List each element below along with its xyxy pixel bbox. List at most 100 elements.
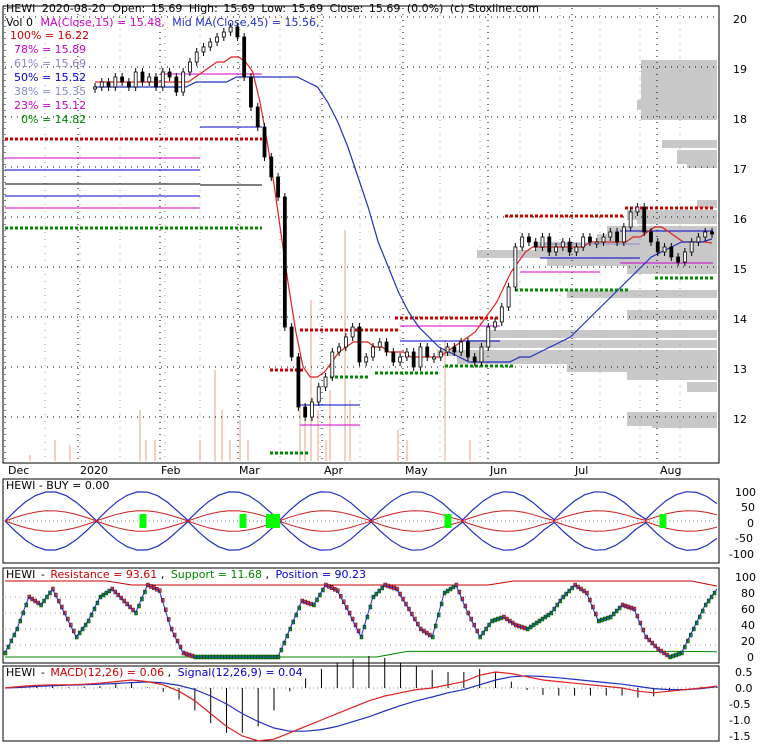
candle-body bbox=[459, 341, 464, 353]
price-tick: 20 bbox=[733, 13, 747, 26]
rsp-support: Support = 11.68 bbox=[171, 568, 262, 581]
credit: (c) Stoxline.com bbox=[450, 2, 539, 15]
candle-body bbox=[574, 246, 579, 253]
candle-body bbox=[127, 81, 131, 88]
candle-body bbox=[289, 326, 294, 358]
rsp-tick: 60 bbox=[741, 603, 755, 616]
candle-body bbox=[167, 71, 172, 78]
close-value: 15.69 bbox=[369, 2, 401, 15]
candle-body bbox=[479, 346, 484, 363]
fib-50: 50% = 15.52 bbox=[14, 71, 86, 84]
macd-axis: 0.5 0.0 -0.5 -1.0 -1.5 bbox=[729, 666, 753, 743]
rsp-tick: 20 bbox=[741, 635, 755, 648]
candle-body bbox=[255, 106, 260, 128]
buy-upper-inner bbox=[4, 510, 718, 522]
candle-body bbox=[418, 346, 423, 368]
candle-body bbox=[276, 176, 280, 198]
candle-body bbox=[527, 236, 531, 243]
candle-body bbox=[615, 231, 619, 243]
month-tick: 2020 bbox=[80, 464, 108, 477]
candle-body bbox=[411, 351, 416, 368]
rsp-tick: 100 bbox=[735, 571, 756, 584]
ma15-label: MA(Close,15) = 15.48, bbox=[40, 16, 164, 29]
candle-body bbox=[282, 196, 287, 328]
month-tick: Feb bbox=[161, 464, 180, 477]
buy-tick: 50 bbox=[741, 501, 755, 514]
price-axis: 20 19 18 17 16 15 14 13 12 bbox=[733, 13, 747, 426]
candle-body bbox=[445, 346, 450, 353]
macd-line bbox=[4, 671, 718, 742]
candle-body bbox=[689, 241, 694, 253]
signal-value: Signal(12,26,9) = 0.04 bbox=[178, 666, 303, 679]
candle-body bbox=[330, 351, 335, 378]
candle-body bbox=[228, 26, 233, 33]
fib-100: 100% = 16.22 bbox=[10, 29, 89, 42]
candle-body bbox=[655, 241, 660, 253]
buy-signal-box bbox=[266, 514, 280, 528]
volume-profile-bar bbox=[547, 258, 717, 266]
candle-body bbox=[560, 241, 565, 248]
candle-body bbox=[174, 76, 179, 93]
candle-body bbox=[323, 376, 328, 388]
volume-profile-bar bbox=[537, 242, 717, 250]
candle-body bbox=[337, 346, 341, 353]
candle-body bbox=[296, 356, 301, 408]
candle-body bbox=[682, 251, 687, 263]
high-label: High: bbox=[189, 2, 218, 15]
month-tick: Jul bbox=[574, 464, 588, 477]
buy-upper-band bbox=[4, 491, 718, 522]
candle-body bbox=[160, 71, 165, 88]
rsp-tick: 40 bbox=[741, 619, 755, 632]
volume-profile-bar bbox=[652, 420, 717, 428]
fib-23: 23% = 15.12 bbox=[14, 99, 86, 112]
candle-body bbox=[601, 236, 606, 243]
candle-body bbox=[133, 71, 138, 88]
ma45-line bbox=[95, 76, 713, 363]
volume-profile-bar bbox=[627, 266, 717, 274]
rsp-axis: 100 80 60 40 20 0 bbox=[735, 571, 756, 664]
candle-body bbox=[533, 241, 538, 248]
candle-body bbox=[499, 306, 504, 323]
volume-profile-bar bbox=[567, 364, 717, 372]
candle-body bbox=[99, 81, 104, 88]
candle-body bbox=[493, 321, 497, 328]
candle-body bbox=[466, 341, 470, 358]
candle-body bbox=[635, 206, 640, 213]
rsp-label: HEWI - Resistance = 93.61 , Support = 11… bbox=[6, 568, 366, 581]
macd-tick: -0.5 bbox=[729, 698, 750, 711]
signal-line bbox=[4, 675, 718, 732]
candle-body bbox=[404, 351, 409, 358]
candle-body bbox=[438, 351, 443, 358]
volume-profile-bar bbox=[607, 226, 717, 234]
candle-body bbox=[350, 326, 355, 338]
candle-body bbox=[594, 241, 599, 245]
candle-body bbox=[262, 126, 267, 158]
header-line: HEWI 2020-08-20 Open: 15.69 High: 15.69 … bbox=[6, 2, 539, 15]
buy-signal-box bbox=[659, 514, 667, 528]
candle-body bbox=[703, 231, 708, 238]
candle-body bbox=[472, 356, 477, 363]
macd-ticker: HEWI bbox=[6, 666, 35, 679]
support-line bbox=[5, 650, 718, 658]
buy-signal-box bbox=[239, 514, 247, 528]
volume-profile-bar bbox=[687, 382, 717, 392]
candle-body bbox=[201, 46, 206, 53]
candle-body bbox=[113, 76, 118, 88]
volume-profile-bar bbox=[457, 356, 717, 364]
candle-body bbox=[588, 236, 592, 243]
rsp-ticker: HEWI bbox=[6, 568, 35, 581]
candle-body bbox=[215, 36, 219, 43]
month-tick: Aug bbox=[660, 464, 681, 477]
candle-body bbox=[316, 386, 321, 403]
price-tick: 16 bbox=[733, 213, 747, 226]
candle-body bbox=[377, 341, 382, 348]
price-tick: 15 bbox=[733, 263, 747, 276]
candle-body bbox=[242, 36, 247, 78]
candle-body bbox=[621, 226, 626, 243]
candle-body bbox=[93, 86, 97, 90]
candle-body bbox=[425, 346, 430, 358]
low-value: 15.69 bbox=[292, 2, 324, 15]
change-value: (0.0%) bbox=[407, 2, 444, 15]
ma45-label: Mid MA(Close,45) = 15.56, bbox=[172, 16, 319, 29]
